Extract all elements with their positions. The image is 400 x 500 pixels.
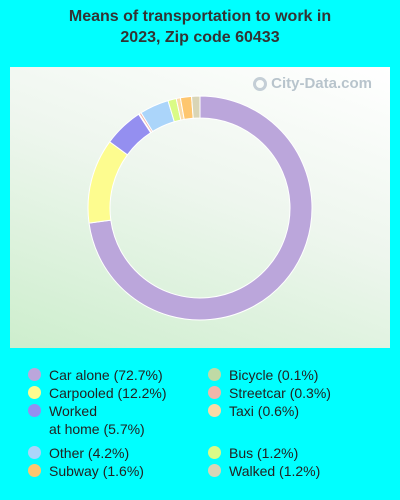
chart-title: Means of transportation to work in 2023,… xyxy=(0,6,400,48)
legend-swatch xyxy=(28,446,41,459)
legend-swatch xyxy=(208,368,221,381)
legend-item: Walked (1.2%) xyxy=(208,462,320,480)
legend-item: Bicycle (0.1%) xyxy=(208,366,318,384)
legend-item: Subway (1.6%) xyxy=(28,462,144,480)
chart-panel: City-Data.com xyxy=(10,67,390,348)
legend-swatch xyxy=(28,368,41,381)
legend-swatch xyxy=(208,404,221,417)
legend-label: Walked (1.2%) xyxy=(229,463,321,479)
magnifier-icon xyxy=(253,76,268,91)
legend-label: Worked at home (5.7%) xyxy=(49,403,145,437)
chart-title-line-1: Means of transportation to work in xyxy=(68,8,332,25)
legend-item: Bus (1.2%) xyxy=(208,444,298,462)
legend-label: Subway (1.6%) xyxy=(49,463,144,479)
legend-swatch xyxy=(28,386,41,399)
legend-item: Taxi (0.6%) xyxy=(208,402,299,420)
donut-slice-carpooled xyxy=(87,141,129,224)
legend-swatch xyxy=(208,464,221,477)
legend-label: Bus (1.2%) xyxy=(229,445,299,461)
watermark-text: City-Data.com xyxy=(271,75,372,92)
legend-label: Carpooled (12.2%) xyxy=(49,385,167,401)
watermark: City-Data.com xyxy=(253,75,372,92)
legend-swatch xyxy=(28,404,41,417)
legend-item: Streetcar (0.3%) xyxy=(208,384,331,402)
donut-slice-walked xyxy=(191,95,201,119)
legend-swatch xyxy=(28,464,41,477)
chart-title-line-2: 2023, Zip code 60433 xyxy=(120,29,280,46)
legend-label: Taxi (0.6%) xyxy=(229,403,300,419)
legend-item: Carpooled (12.2%) xyxy=(28,384,167,402)
donut-slice-car-alone xyxy=(88,95,313,321)
legend-item: Car alone (72.7%) xyxy=(28,366,163,384)
legend-label: Other (4.2%) xyxy=(49,445,130,461)
donut-chart xyxy=(87,95,313,321)
legend-label: Bicycle (0.1%) xyxy=(229,367,319,383)
legend-item: Worked at home (5.7%) xyxy=(28,402,145,438)
legend-swatch xyxy=(208,386,221,399)
legend-label: Streetcar (0.3%) xyxy=(229,385,331,401)
legend-item: Other (4.2%) xyxy=(28,444,129,462)
legend-swatch xyxy=(208,446,221,459)
legend-label: Car alone (72.7%) xyxy=(49,367,163,383)
